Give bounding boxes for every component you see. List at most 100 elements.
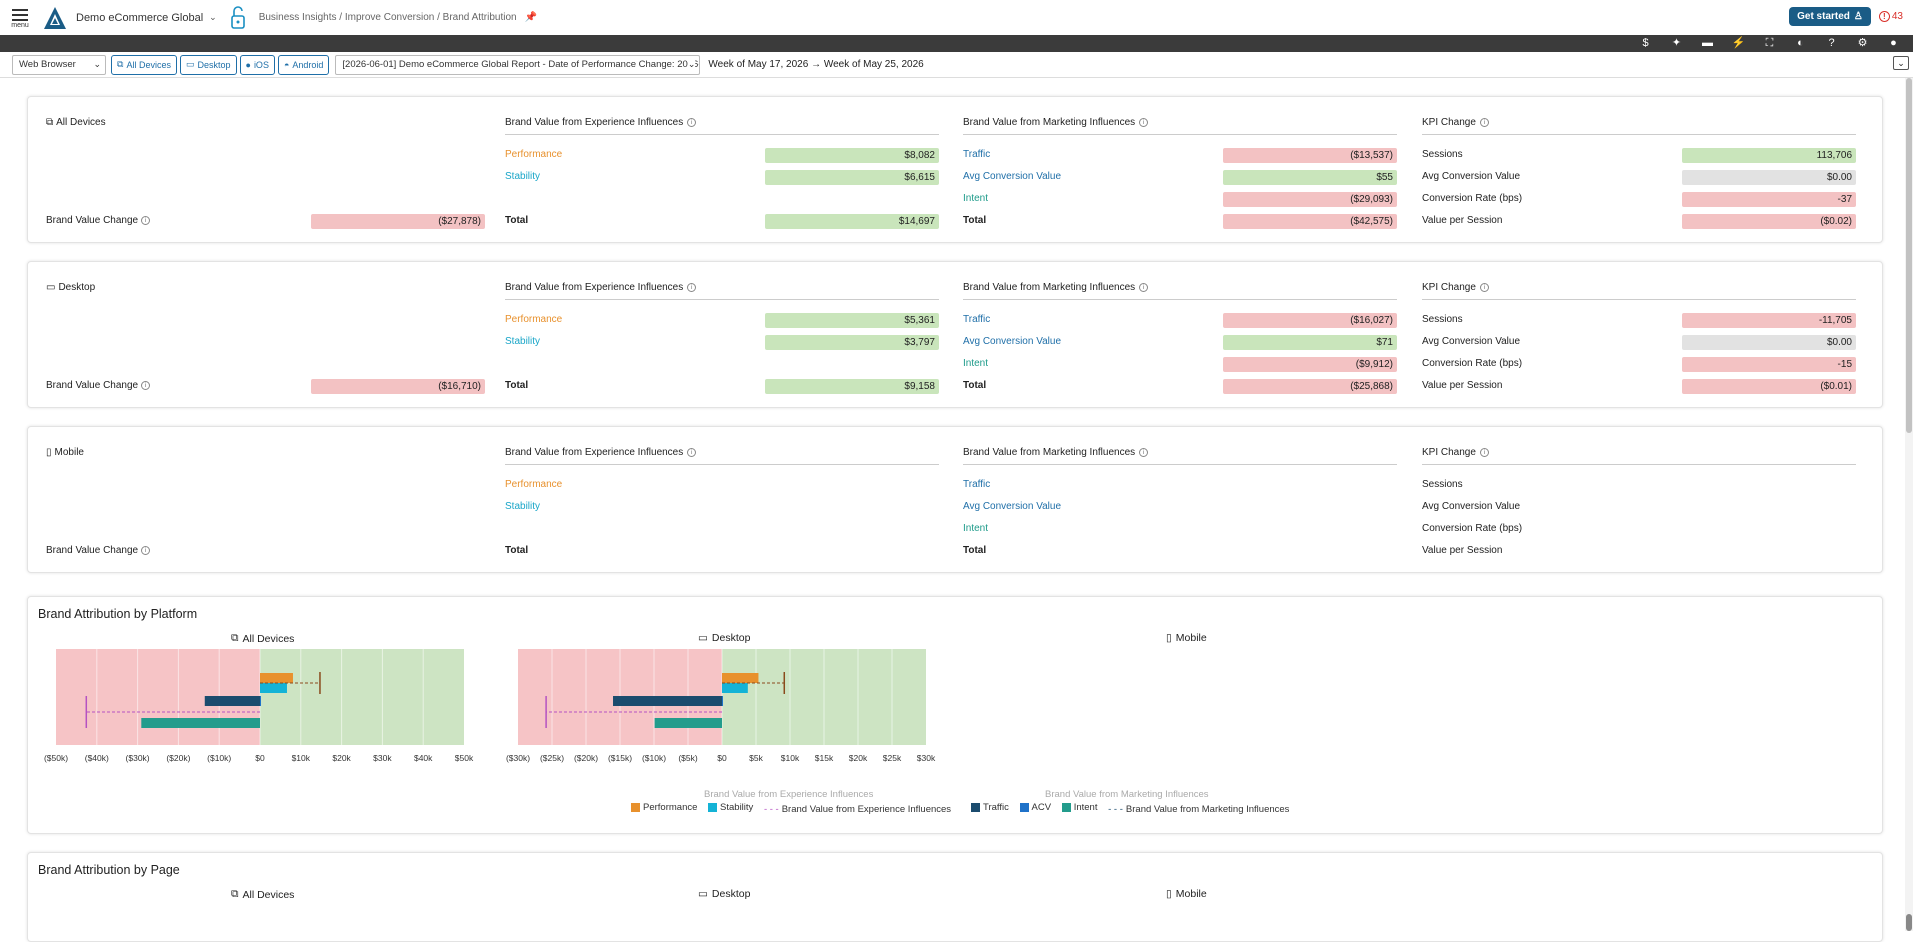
legend-item-intent[interactable]: Intent (1061, 802, 1097, 813)
row-label-sessions: Sessions (1422, 149, 1463, 160)
row-label-value-per-session: Value per Session (1422, 380, 1503, 391)
row-label-intent[interactable]: Intent (963, 358, 989, 369)
info-icon[interactable]: i (141, 381, 151, 390)
row-label-conv-rate: Conversion Rate (bps) (1422, 523, 1523, 534)
app-logo-icon[interactable] (42, 5, 68, 31)
x-tick-label: $20k (332, 753, 351, 763)
browser-select[interactable]: Web Browser ⌄ (12, 54, 106, 75)
value-intent: ($9,912) (1223, 357, 1397, 372)
x-tick-label: ($20k) (166, 753, 190, 763)
collapse-button[interactable]: ⌄ (1893, 56, 1909, 70)
row-label-acv[interactable]: Avg Conversion Value (963, 501, 1062, 512)
device-label: iOS (253, 59, 269, 70)
column-title: Brand Value from Experience Influences (505, 282, 684, 293)
device-label: Android (292, 59, 324, 70)
legend-label: ACV (1031, 802, 1052, 813)
column-divider (1422, 299, 1856, 300)
fullscreen-icon[interactable]: ⛶ (1765, 37, 1774, 49)
value-stability: $3,797 (765, 335, 939, 350)
alert-icon: ! (1878, 11, 1890, 22)
info-icon[interactable]: i (687, 118, 697, 127)
mkt-header: Brand Value from Marketing Influences i (963, 447, 1149, 458)
info-icon[interactable]: i (687, 283, 697, 292)
menu-button[interactable]: menu (0, 0, 40, 35)
scrollbar-thumb[interactable] (1906, 78, 1912, 433)
info-icon[interactable]: i (1139, 283, 1149, 292)
x-tick-label: $10k (781, 753, 800, 763)
pin-icon[interactable]: 📌 (524, 12, 538, 23)
week-from: Week of May 17, 2026 (708, 59, 809, 70)
chart-header-label: All Devices (242, 888, 295, 901)
info-icon[interactable]: i (1139, 448, 1149, 457)
legend-item-performance[interactable]: Performance (631, 802, 697, 813)
scrollbar-thumb-inner[interactable] (1906, 914, 1912, 931)
row-label-intent[interactable]: Intent (963, 193, 989, 204)
info-icon[interactable]: i (1479, 448, 1489, 457)
menu-label: menu (11, 22, 29, 29)
row-label-traffic[interactable]: Traffic (963, 479, 991, 490)
browser-select-value: Web Browser (19, 59, 76, 70)
legend-item-mkt-total[interactable]: - - - Brand Value from Marketing Influenc… (1108, 804, 1290, 815)
device-button-ios[interactable]: ● iOS (239, 54, 275, 75)
info-icon[interactable]: i (141, 216, 151, 225)
info-icon[interactable]: i (141, 546, 151, 555)
row-label-acv[interactable]: Avg Conversion Value (963, 336, 1062, 347)
row-label-traffic[interactable]: Traffic (963, 314, 991, 325)
brand-value-change-value: ($27,878) (311, 214, 485, 229)
legend-item-acv[interactable]: ACV (1019, 802, 1052, 813)
week-range: Week of May 17, 2026 → Week of May 25, 2… (708, 59, 923, 70)
page-scrollbar[interactable] (1905, 78, 1913, 931)
gear-icon[interactable]: ⚙ (1857, 37, 1868, 49)
breadcrumb-text[interactable]: Business Insights / Improve Conversion /… (258, 12, 517, 23)
comment-icon[interactable]: ▬ (1702, 37, 1713, 49)
row-label-stability[interactable]: Stability (505, 171, 541, 182)
row-label-traffic[interactable]: Traffic (963, 149, 991, 160)
dollar-icon[interactable]: $ (1642, 37, 1649, 49)
info-icon[interactable]: i (1479, 118, 1489, 127)
org-name[interactable]: Demo eCommerce Global (76, 11, 204, 24)
bar-traffic (204, 696, 260, 706)
row-label-stability[interactable]: Stability (505, 336, 541, 347)
legend-item-stability[interactable]: Stability (708, 802, 753, 813)
devices-icon: ⧉ (46, 117, 54, 128)
x-tick-label: $50k (455, 753, 474, 763)
device-button-android[interactable]: ◓ Android (277, 54, 330, 75)
exp-header: Brand Value from Experience Influences i (505, 282, 697, 293)
column-title: KPI Change (1422, 447, 1476, 458)
column-title: KPI Change (1422, 117, 1476, 128)
device-button-desktop[interactable]: ▭ Desktop (179, 54, 237, 75)
value-acv: $55 (1223, 170, 1397, 185)
row-label-performance[interactable]: Performance (505, 149, 563, 160)
legend-item-exp-total[interactable]: - - - Brand Value from Experience Influen… (763, 804, 952, 815)
row-label-performance[interactable]: Performance (505, 314, 563, 325)
unlock-icon[interactable] (229, 5, 247, 31)
contrast-icon[interactable]: ◐ (1797, 37, 1804, 49)
report-select[interactable]: [2026-06-01] Demo eCommerce Global Repor… (335, 54, 701, 75)
x-tick-label: ($50k) (44, 753, 68, 763)
column-divider (1422, 464, 1856, 465)
chevron-down-icon[interactable]: ⌄ (209, 12, 217, 22)
row-label-avg-conv-value: Avg Conversion Value (1422, 336, 1521, 347)
info-icon[interactable]: i (1139, 118, 1149, 127)
bolt-icon[interactable]: ⚡ (1731, 37, 1746, 49)
bar-stability (260, 683, 287, 693)
device-button-all[interactable]: ⧉ All Devices (111, 54, 177, 75)
value-traffic: ($13,537) (1223, 148, 1397, 163)
row-label-stability[interactable]: Stability (505, 501, 541, 512)
info-icon[interactable]: i (687, 448, 697, 457)
alerts-indicator[interactable]: ! 43 (1878, 11, 1903, 22)
info-icon[interactable]: i (1479, 283, 1489, 292)
user-icon[interactable]: ● (1890, 37, 1897, 49)
help-icon[interactable]: ? (1828, 37, 1835, 49)
segment-name: Desktop (58, 282, 96, 293)
sparkle-icon[interactable]: ✦ (1671, 37, 1682, 49)
get-started-button[interactable]: Get started ♙ (1789, 7, 1871, 26)
column-title: Brand Value from Experience Influences (505, 117, 684, 128)
legend-item-traffic[interactable]: Traffic (971, 802, 1009, 813)
value-intent: ($29,093) (1223, 192, 1397, 207)
row-label-value-per-session: Value per Session (1422, 545, 1503, 556)
row-label-intent[interactable]: Intent (963, 523, 989, 534)
x-tick-label: ($30k) (126, 753, 150, 763)
row-label-acv[interactable]: Avg Conversion Value (963, 171, 1062, 182)
row-label-performance[interactable]: Performance (505, 479, 563, 490)
